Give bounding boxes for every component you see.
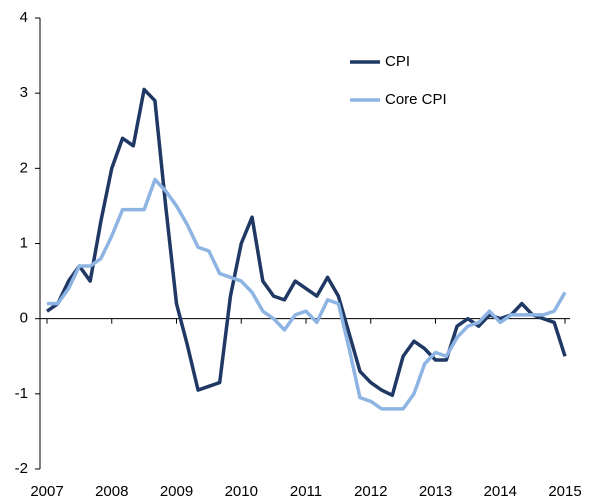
- x-tick-label: 2011: [290, 483, 322, 499]
- line-series: [46, 87, 567, 398]
- x-tick-label: 2012: [354, 483, 387, 499]
- y-tick-label: -2: [15, 460, 28, 477]
- x-tick-label: 2007: [30, 483, 63, 499]
- legend-label: CPI: [385, 53, 410, 70]
- x-tick-label: 2015: [548, 483, 581, 499]
- x-tick-label: 2008: [95, 483, 128, 499]
- line-series: [47, 177, 567, 411]
- y-tick-label: 2: [20, 159, 28, 176]
- x-tick-label: 2010: [225, 483, 258, 499]
- y-tick-label: -1: [15, 385, 28, 402]
- y-tick-label: 0: [20, 310, 28, 327]
- y-tick-label: 4: [20, 9, 28, 26]
- legend-label: Core CPI: [385, 91, 447, 108]
- x-tick-label: 2013: [419, 483, 452, 499]
- x-tick-label: 2014: [484, 483, 517, 499]
- y-tick-label: 3: [20, 84, 28, 101]
- x-tick-label: 2009: [160, 483, 193, 499]
- y-tick-label: 1: [20, 234, 28, 251]
